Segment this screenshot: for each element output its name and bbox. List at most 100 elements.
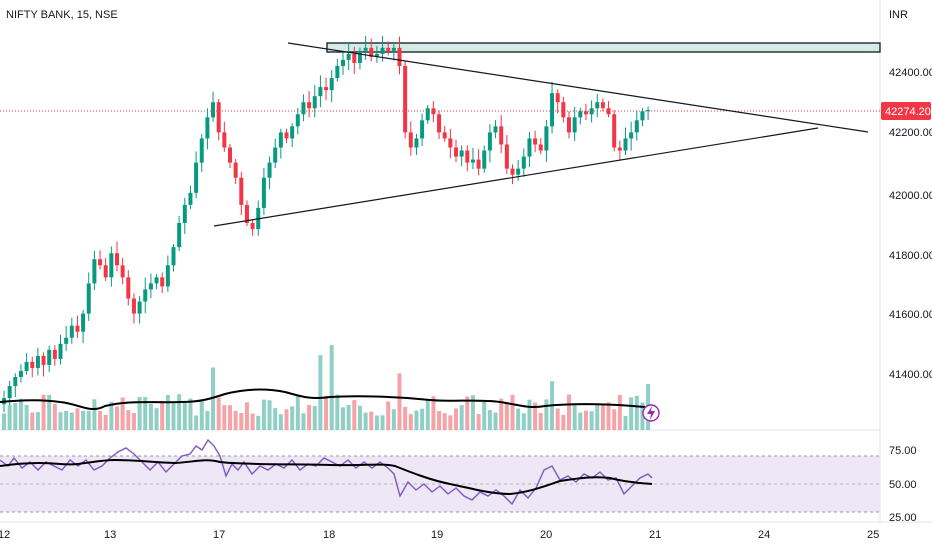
candle-body — [437, 114, 442, 133]
triangle-upper-trendline[interactable] — [287, 42, 869, 133]
volume-bar — [493, 412, 498, 430]
price-tick-41600: 41600.00 — [889, 309, 932, 321]
volume-bar — [346, 404, 351, 430]
volume-bar — [75, 408, 80, 430]
volume-bar — [165, 394, 170, 430]
time-label-21: 21 — [649, 529, 661, 541]
volume-bar — [629, 397, 634, 430]
volume-bar — [18, 398, 23, 430]
candle-body — [273, 147, 278, 163]
volume-bar — [324, 395, 329, 430]
candle-body — [115, 253, 119, 266]
triangle-lower-trendline[interactable] — [213, 127, 819, 227]
candle-body — [442, 132, 447, 139]
resistance-zone[interactable] — [326, 42, 881, 53]
candle-body — [646, 110, 651, 112]
volume-bar — [301, 413, 306, 430]
volume-bar — [341, 407, 345, 430]
volume-bar — [182, 403, 187, 430]
volume-bar — [640, 402, 645, 430]
volume-bar — [470, 395, 475, 430]
volume-bar — [510, 394, 515, 430]
volume-bar — [137, 397, 142, 430]
time-label-17: 17 — [213, 529, 225, 541]
candle-body — [47, 349, 52, 365]
candle-body — [307, 102, 312, 109]
candle-body — [222, 132, 227, 148]
volume-bar — [595, 405, 600, 430]
volume-bar — [295, 396, 300, 430]
volume-bar — [600, 405, 605, 430]
volume-bar — [312, 405, 317, 430]
candle-body — [64, 337, 69, 344]
volume-bar — [160, 400, 165, 430]
volume-bar — [131, 413, 136, 430]
candle-body — [216, 102, 221, 133]
volume-bar — [634, 395, 639, 430]
volume-bar — [2, 413, 6, 430]
candle-body — [595, 102, 600, 109]
candle-body — [267, 162, 272, 178]
current-price-label: 42274.20 — [885, 106, 931, 118]
candle-body — [137, 301, 142, 314]
volume-bar — [617, 394, 622, 430]
time-label-24: 24 — [758, 529, 770, 541]
volume-bar — [154, 408, 159, 430]
candle-body — [374, 53, 379, 57]
volume-bar — [612, 409, 617, 430]
candle-body — [109, 253, 114, 278]
volume-bar — [454, 408, 458, 430]
candle-body — [211, 102, 216, 118]
candle-body — [75, 325, 80, 332]
volume-bar — [278, 414, 283, 430]
rsi-line — [0, 438, 653, 506]
candle-body — [403, 65, 408, 133]
candle-body — [18, 370, 23, 378]
rsi-tick-75: 75.00 — [889, 445, 917, 457]
candle-body — [182, 204, 187, 223]
chart-title: NIFTY BANK, 15, NSE — [6, 9, 118, 21]
candle-body — [284, 132, 289, 139]
volume-bar — [171, 403, 176, 430]
volume-bar — [211, 367, 216, 430]
price-tick-41800: 41800.00 — [889, 250, 932, 262]
candle-body — [324, 87, 329, 91]
candle-body — [516, 168, 521, 175]
volume-bar — [35, 412, 40, 430]
volume-bar — [222, 405, 227, 430]
volume-bar — [30, 412, 35, 430]
candle-body — [228, 147, 232, 163]
candle-body — [52, 349, 57, 359]
candle-body — [555, 93, 560, 103]
candle-body — [499, 126, 504, 145]
volume-bar — [363, 412, 368, 430]
candle-body — [414, 138, 419, 148]
candle-body — [154, 277, 159, 284]
volume-bar — [115, 406, 119, 430]
candle-body — [120, 265, 125, 278]
volume-bar — [482, 400, 487, 430]
volume-bar — [120, 397, 125, 430]
volume-bar — [414, 410, 419, 430]
lightning-icon[interactable] — [642, 404, 660, 422]
candle-body — [640, 111, 645, 121]
volume-bar — [335, 394, 340, 430]
volume-bar — [58, 412, 63, 430]
candle-body — [550, 93, 555, 127]
volume-bar — [442, 413, 447, 430]
candle-body — [205, 117, 210, 139]
volume-bar — [148, 403, 153, 430]
volume-bar — [199, 400, 204, 430]
candle-body — [521, 156, 526, 169]
candle-body — [131, 298, 136, 314]
candle-body — [612, 114, 617, 148]
volume-bar — [583, 410, 588, 430]
candle-body — [261, 177, 266, 208]
candle-body — [470, 159, 475, 163]
volume-bar — [623, 415, 628, 430]
candle-body — [58, 343, 63, 359]
current-price-tag[interactable] — [881, 102, 931, 120]
volume-bar — [544, 399, 549, 430]
